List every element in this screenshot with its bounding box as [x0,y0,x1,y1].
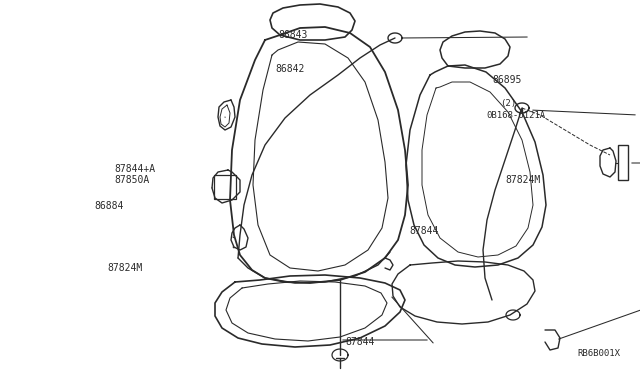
Text: 0B168-6121A: 0B168-6121A [486,111,545,120]
Text: 87824M: 87824M [108,263,143,273]
Text: 86895: 86895 [493,75,522,85]
Text: 87824M: 87824M [506,176,541,185]
Text: 87844: 87844 [346,337,375,347]
Text: 86842: 86842 [275,64,305,74]
Text: 87844+A: 87844+A [114,164,155,174]
Text: 87850A: 87850A [114,176,149,185]
Text: 86884: 86884 [95,202,124,211]
Text: 86843: 86843 [278,31,308,40]
Text: 87844: 87844 [410,226,439,235]
Text: (2): (2) [500,99,516,108]
Text: RB6B001X: RB6B001X [577,349,620,358]
